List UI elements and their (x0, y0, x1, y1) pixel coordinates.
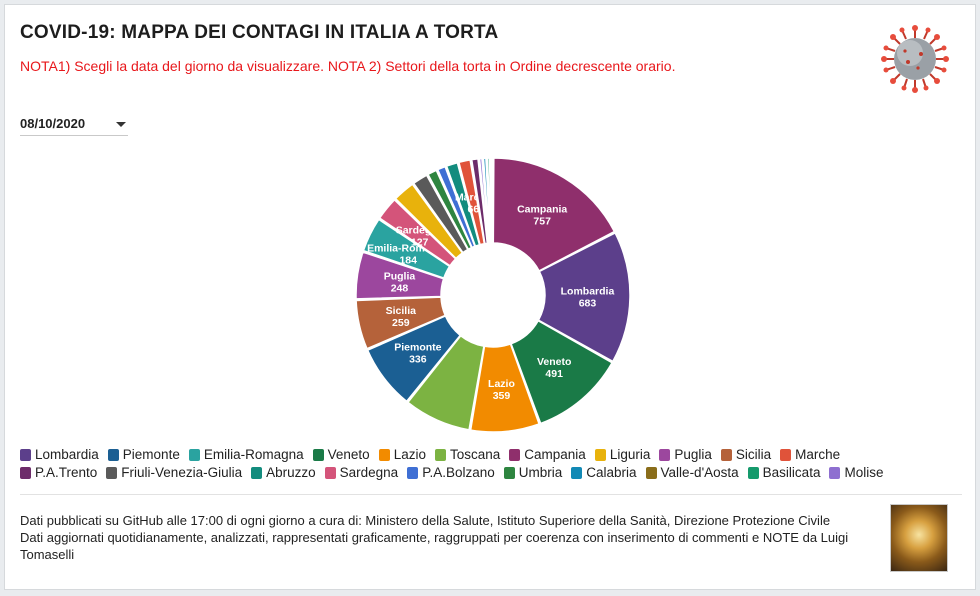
legend-label: Valle-d'Aosta (660, 465, 739, 480)
pie-slice-piemonte[interactable] (366, 314, 462, 403)
legend-label: Sicilia (735, 447, 772, 462)
pie-slice-puglia[interactable] (355, 251, 445, 300)
legend-label: Puglia (674, 447, 712, 462)
legend-item[interactable]: Marche (780, 446, 840, 463)
legend-item[interactable]: Lombardia (20, 446, 99, 463)
legend-item[interactable]: Piemonte (107, 446, 180, 463)
pie-slice-veneto[interactable] (510, 319, 614, 425)
pie-slice-valle-d-aosta[interactable] (490, 157, 494, 244)
legend-swatch (503, 466, 515, 479)
footer-text: Dati pubblicati su GitHub alle 17:00 di … (20, 512, 880, 563)
legend-swatch (720, 448, 732, 461)
legend-swatch (378, 448, 390, 461)
legend-label: Liguria (609, 447, 651, 462)
date-dropdown-value: 08/10/2020 (20, 116, 86, 131)
legend-swatch (251, 466, 263, 479)
pie-slice-campania[interactable] (492, 157, 616, 272)
legend-swatch (312, 448, 324, 461)
legend-label: Veneto (327, 447, 370, 462)
divider (20, 494, 962, 495)
legend-item[interactable]: Friuli-Venezia-Giulia (106, 464, 242, 481)
legend-item[interactable]: Umbria (503, 464, 563, 481)
legend-swatch (645, 466, 657, 479)
pie-slice-toscana[interactable] (406, 334, 485, 431)
legend-item[interactable]: Campania (509, 446, 586, 463)
date-dropdown[interactable]: 08/10/2020 (20, 111, 128, 136)
legend-label: Molise (844, 465, 884, 480)
pie-slice-lombardia[interactable] (537, 231, 631, 363)
legend-swatch (659, 448, 671, 461)
legend-swatch (107, 448, 119, 461)
legend-item[interactable]: Calabria (571, 464, 637, 481)
legend-label: Lazio (393, 447, 426, 462)
legend-swatch (188, 448, 200, 461)
legend-item[interactable]: Puglia (659, 446, 712, 463)
legend-label: Calabria (586, 465, 637, 480)
chart-legend: Lombardia Piemonte Emilia-Romagna Veneto Laz… (20, 446, 920, 481)
page-title: COVID-19: MAPPA DEI CONTAGI IN ITALIA A … (20, 22, 499, 43)
legend-swatch (324, 466, 336, 479)
legend-swatch (106, 466, 118, 479)
legend-item[interactable]: Lazio (378, 446, 426, 463)
legend-item[interactable]: Sicilia (720, 446, 772, 463)
legend-item[interactable]: Toscana (434, 446, 501, 463)
legend-swatch (20, 448, 31, 461)
legend-label: P.A.Trento (35, 465, 98, 480)
legend-label: Marche (795, 447, 841, 462)
legend-item[interactable]: Basilicata (747, 464, 821, 481)
legend-swatch (594, 448, 606, 461)
legend-label: Umbria (518, 465, 563, 480)
legend-item[interactable]: Veneto (312, 446, 370, 463)
footer-line-2: Dati aggiornati quotidianamente, analizz… (20, 530, 849, 562)
legend-item[interactable]: Liguria (594, 446, 651, 463)
legend-swatch (434, 448, 446, 461)
legend-item[interactable]: Valle-d'Aosta (645, 464, 739, 481)
coronavirus-icon (881, 25, 949, 93)
legend-swatch (780, 448, 792, 461)
legend-label: Piemonte (122, 447, 180, 462)
pie-slice-sicilia[interactable] (355, 296, 447, 350)
legend-item[interactable]: P.A.Trento (20, 464, 97, 481)
legend-label: P.A.Bolzano (422, 465, 495, 480)
legend-swatch (20, 466, 31, 479)
legend-swatch (571, 466, 583, 479)
legend-label: Friuli-Venezia-Giulia (121, 465, 243, 480)
chevron-down-icon[interactable] (116, 122, 126, 127)
legend-label: Emilia-Romagna (203, 447, 304, 462)
legend-item[interactable]: Abruzzo (251, 464, 316, 481)
legend-label: Campania (524, 447, 586, 462)
legend-swatch (829, 466, 841, 479)
legend-label: Lombardia (35, 447, 99, 462)
legend-label: Sardegna (339, 465, 399, 480)
legend-swatch (747, 466, 759, 479)
legend-item[interactable]: P.A.Bolzano (407, 464, 495, 481)
legend-item[interactable]: Molise (829, 464, 883, 481)
dashboard-card (4, 4, 976, 590)
footer-line-1: Dati pubblicati su GitHub alle 17:00 di … (20, 513, 831, 528)
legend-swatch (509, 448, 521, 461)
legend-label: Basilicata (762, 465, 821, 480)
page-note: NOTA1) Scegli la data del giorno da visu… (20, 58, 676, 74)
legend-item[interactable]: Emilia-Romagna (188, 446, 304, 463)
author-avatar (890, 504, 948, 572)
legend-item[interactable]: Sardegna (324, 464, 399, 481)
legend-swatch (407, 466, 419, 479)
legend-label: Toscana (449, 447, 501, 462)
legend-label: Abruzzo (266, 465, 316, 480)
pie-slice-lazio[interactable] (469, 343, 541, 433)
